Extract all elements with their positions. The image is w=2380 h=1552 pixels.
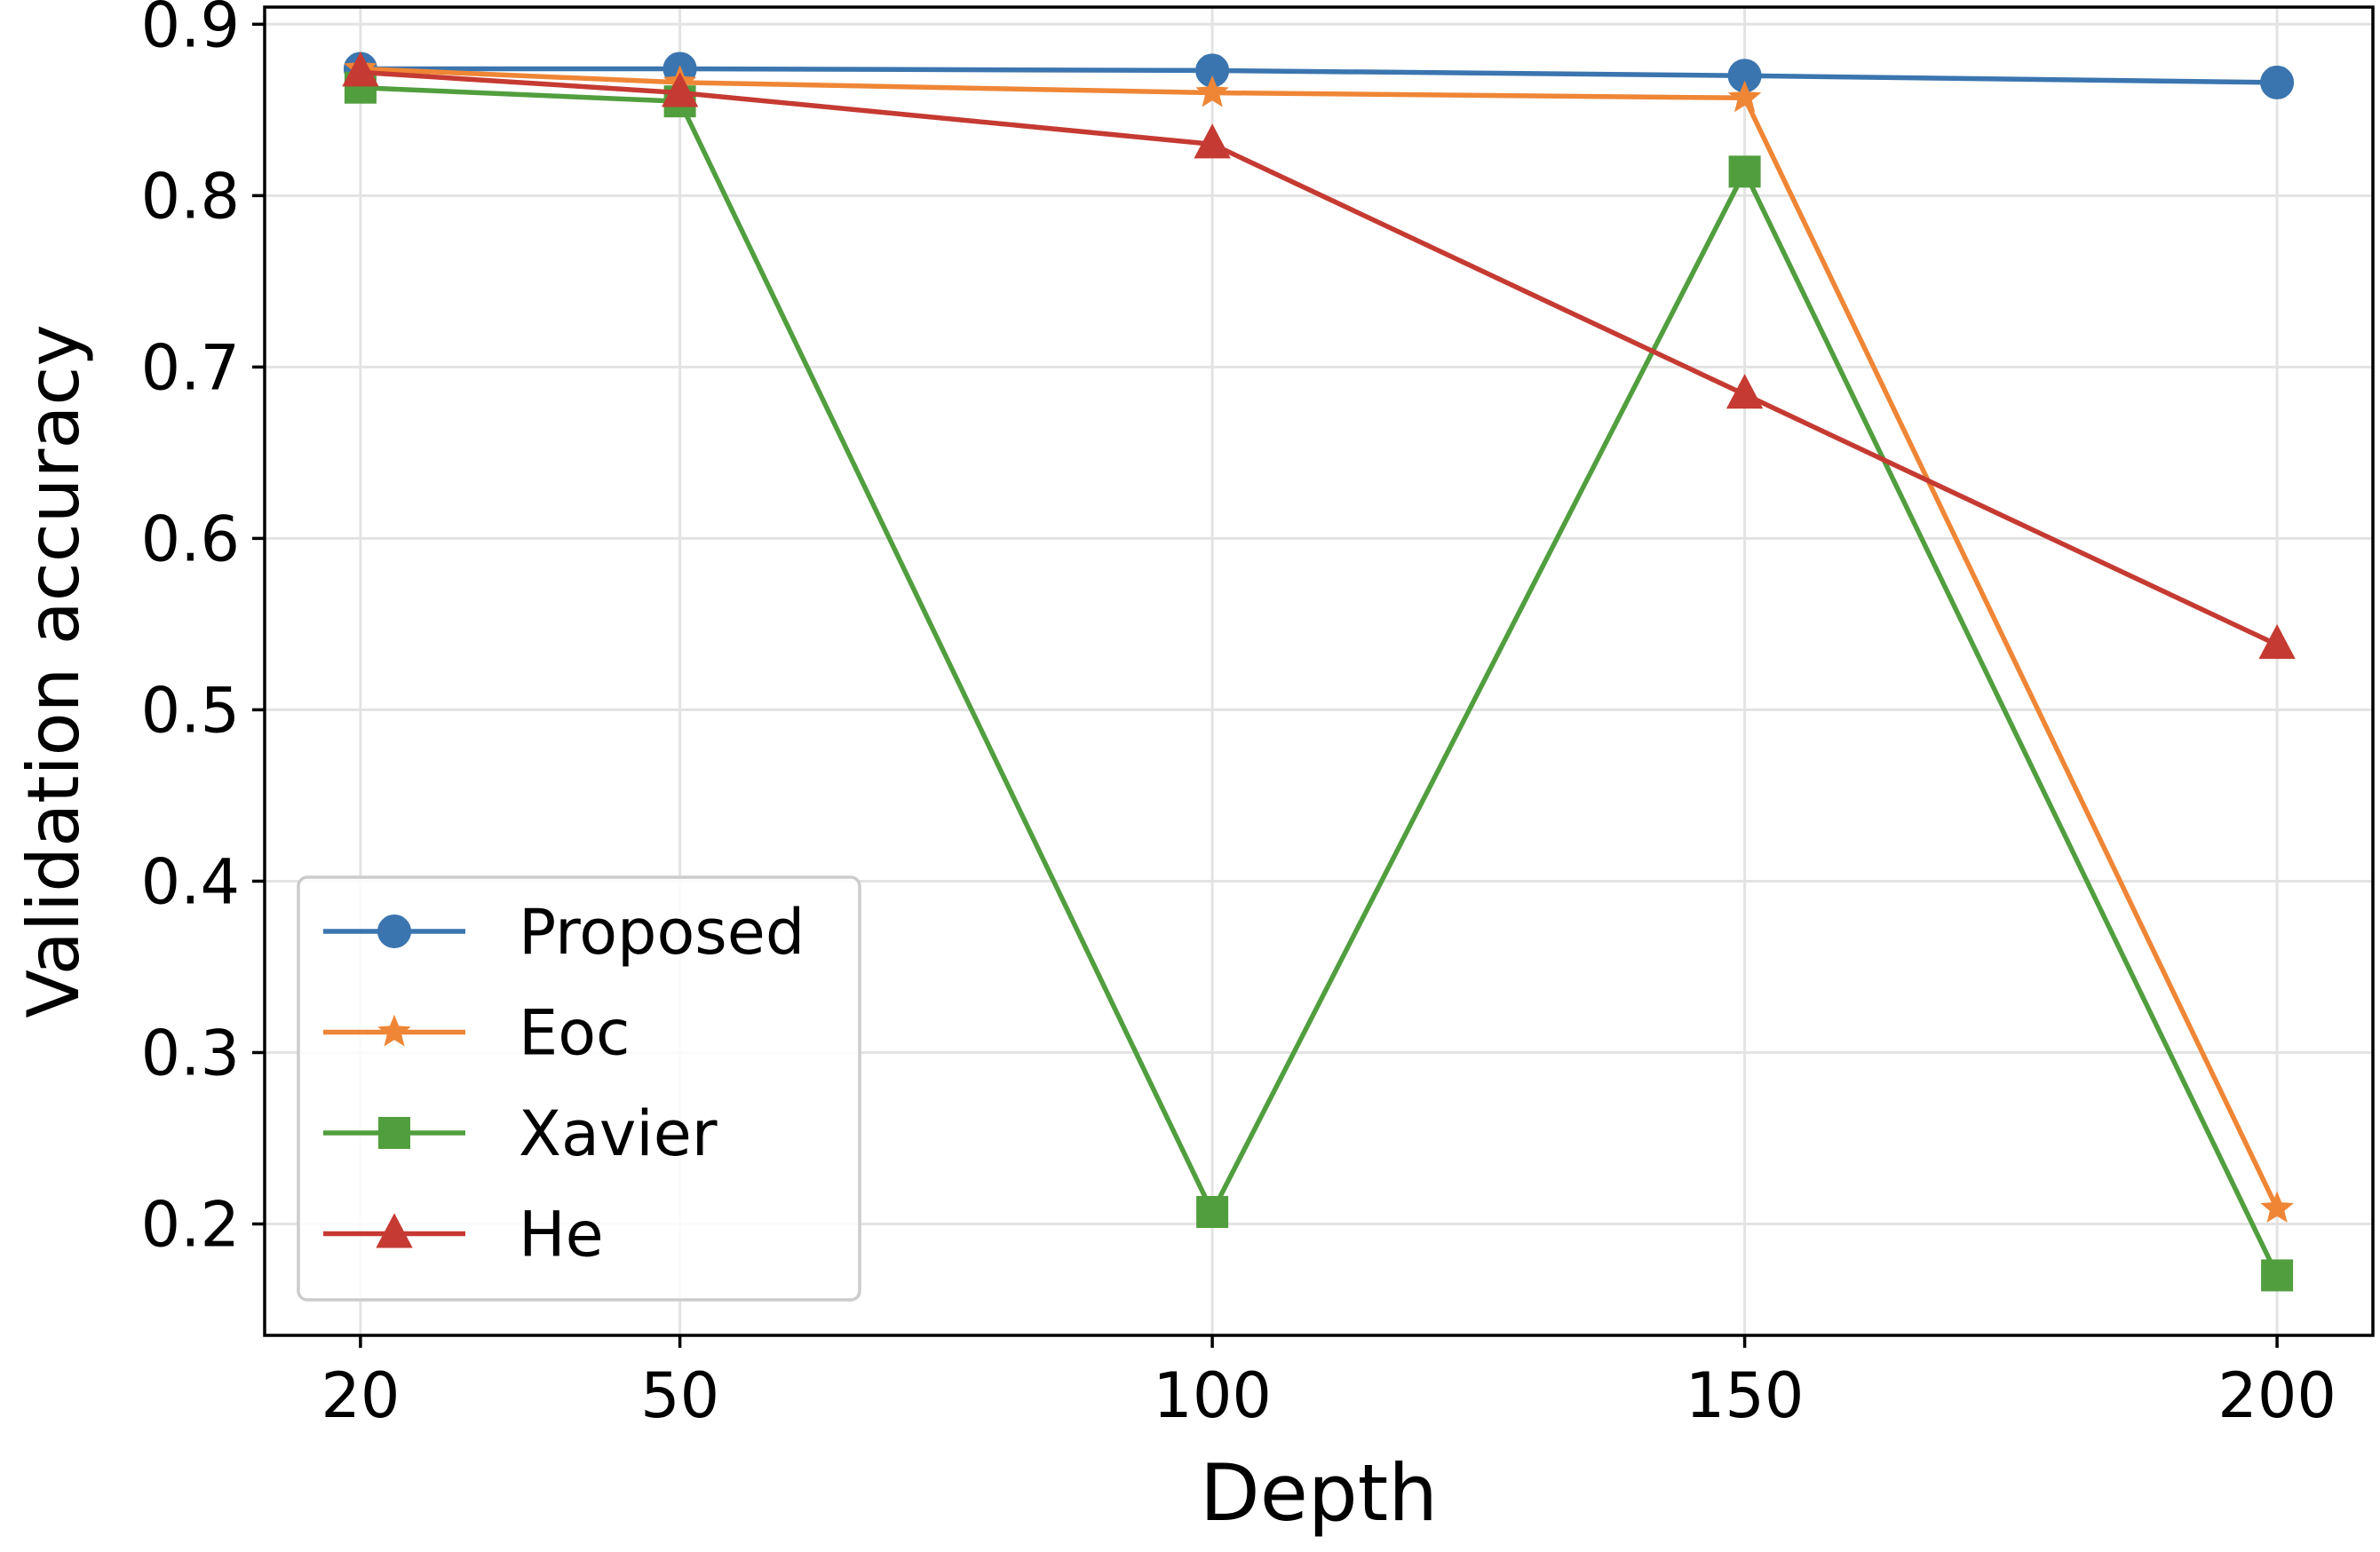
legend-marker-square xyxy=(378,1117,410,1149)
x-axis-label: Depth xyxy=(1200,1447,1438,1539)
data-point-triangle xyxy=(661,72,699,107)
y-tick-label: 0.6 xyxy=(141,503,240,575)
legend-marker-circle xyxy=(377,915,411,948)
x-tick-label: 200 xyxy=(2217,1359,2336,1432)
series-he xyxy=(342,51,2296,660)
legend-item: Xavier xyxy=(323,1097,718,1170)
legend-item: He xyxy=(323,1199,604,1271)
y-tick-label: 0.4 xyxy=(141,845,240,918)
y-tick-label: 0.5 xyxy=(141,674,240,747)
legend-label: He xyxy=(519,1199,604,1271)
data-point-triangle xyxy=(342,51,379,87)
data-point-star xyxy=(1195,75,1229,107)
data-point-star xyxy=(2260,1191,2294,1223)
series-line xyxy=(360,69,2279,647)
x-tick-label: 100 xyxy=(1153,1359,1272,1432)
x-tick-label: 150 xyxy=(1686,1359,1805,1432)
data-point-square xyxy=(2261,1259,2294,1292)
series-lines xyxy=(342,51,2296,1292)
data-point-square xyxy=(1728,155,1761,188)
plot-area-frame xyxy=(263,5,2375,1337)
data-point-square xyxy=(1196,1196,1229,1229)
data-point-triangle xyxy=(2258,623,2296,660)
data-point-triangle xyxy=(1726,374,1764,409)
axis-ticks: 20 50 100 150 200 0.2 0.3 0.4 0.5 0.6 0.7 0.8 0.9 xyxy=(141,0,2336,1432)
y-tick-label: 0.8 xyxy=(141,160,240,233)
legend-label: Proposed xyxy=(519,896,805,969)
legend-item: Eoc xyxy=(323,997,631,1070)
x-tick-label: 20 xyxy=(321,1359,400,1432)
y-axis-label: Validation accuracy xyxy=(12,324,95,1018)
legend-label: Eoc xyxy=(519,997,631,1070)
legend-item: Proposed xyxy=(323,896,805,969)
legend-marker-star xyxy=(377,1014,411,1047)
legend-box xyxy=(297,875,861,1302)
data-point-star xyxy=(1727,80,1762,113)
y-tick-label: 0.9 xyxy=(141,0,240,61)
x-tick-label: 50 xyxy=(640,1359,719,1432)
legend-marker-triangle xyxy=(376,1213,413,1248)
y-tick-label: 0.3 xyxy=(141,1017,240,1089)
legend: Proposed Eoc Xavier He xyxy=(297,875,861,1302)
y-tick-label: 0.2 xyxy=(141,1189,240,1262)
data-point-triangle xyxy=(1194,123,1231,159)
legend-label: Xavier xyxy=(519,1097,718,1170)
data-point-circle xyxy=(2260,65,2295,99)
y-tick-label: 0.7 xyxy=(141,331,240,404)
